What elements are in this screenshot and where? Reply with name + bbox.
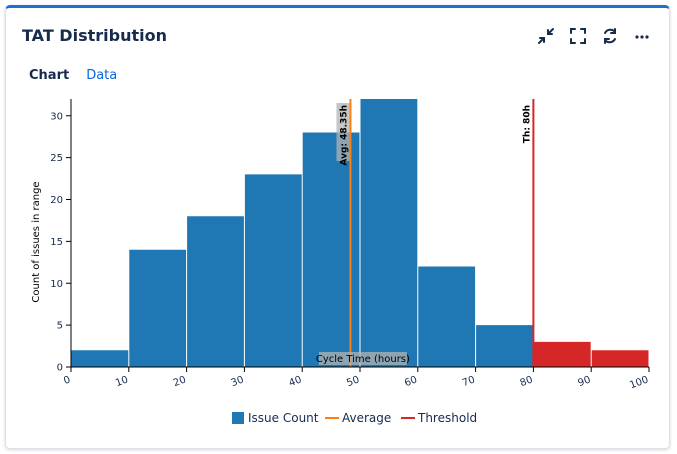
y-tick-label: 25 — [50, 153, 63, 164]
y-tick-label: 5 — [57, 321, 63, 332]
widget-title: TAT Distribution — [22, 26, 167, 45]
histogram-bar — [533, 341, 591, 367]
x-tick-label: 10 — [114, 374, 130, 389]
bars — [71, 99, 649, 367]
histogram-bar — [244, 174, 302, 367]
collapse-icon[interactable] — [537, 27, 555, 45]
histogram-bar — [187, 216, 244, 367]
x-tick-label: 60 — [403, 374, 419, 389]
x-axis-label: Cycle Time (hours) — [316, 354, 410, 365]
y-tick-label: 15 — [50, 237, 63, 248]
axes: 0 5 10 15 20 25 30 0 10 20 30 40 50 60 70 80 90 100 — [50, 99, 650, 391]
x-tick-label: 50 — [345, 374, 361, 389]
x-axis-label-group: Cycle Time (hours) — [316, 352, 410, 365]
tab-data[interactable]: Data — [86, 68, 118, 83]
average-label: Avg: 48.35h — [339, 105, 349, 166]
y-tick-label: 30 — [50, 111, 63, 122]
histogram-bar — [418, 266, 476, 367]
x-tick-label: 80 — [519, 374, 535, 389]
legend-label-issue-count: Issue Count — [248, 411, 319, 425]
y-axis-label: Count of issues in range — [31, 181, 42, 302]
widget-actions — [537, 27, 651, 45]
more-icon[interactable] — [633, 27, 651, 45]
x-tick-label: 40 — [287, 374, 303, 389]
reference-lines: Avg: 48.35h Th: 80h — [336, 99, 535, 367]
x-tick-label: 70 — [461, 374, 477, 389]
fullscreen-icon[interactable] — [569, 27, 587, 45]
y-tick-label: 10 — [50, 279, 63, 290]
view-tabs: Chart Data — [29, 68, 117, 83]
histogram-bar — [360, 99, 418, 367]
refresh-icon[interactable] — [601, 27, 619, 45]
histogram-bar — [476, 325, 533, 367]
x-tick-label: 100 — [628, 374, 650, 391]
histogram-bar — [591, 350, 649, 367]
y-tick-label: 0 — [57, 363, 63, 374]
histogram-bar — [71, 350, 129, 367]
histogram-bar — [129, 249, 187, 367]
x-tick-label: 20 — [172, 374, 188, 389]
x-tick-label: 0 — [62, 374, 72, 387]
legend-swatch-issue-count — [232, 412, 244, 424]
y-tick-label: 20 — [50, 195, 63, 206]
legend-label-threshold: Threshold — [417, 411, 477, 425]
legend: Issue Count Average Threshold — [232, 411, 477, 425]
legend-label-average: Average — [342, 411, 391, 425]
x-tick-label: 90 — [576, 374, 592, 389]
x-axis-label-background — [318, 352, 407, 365]
average-label-background — [336, 103, 350, 161]
tab-chart[interactable]: Chart — [29, 68, 70, 83]
x-tick-label: 30 — [230, 374, 246, 389]
threshold-label: Th: 80h — [522, 105, 532, 143]
